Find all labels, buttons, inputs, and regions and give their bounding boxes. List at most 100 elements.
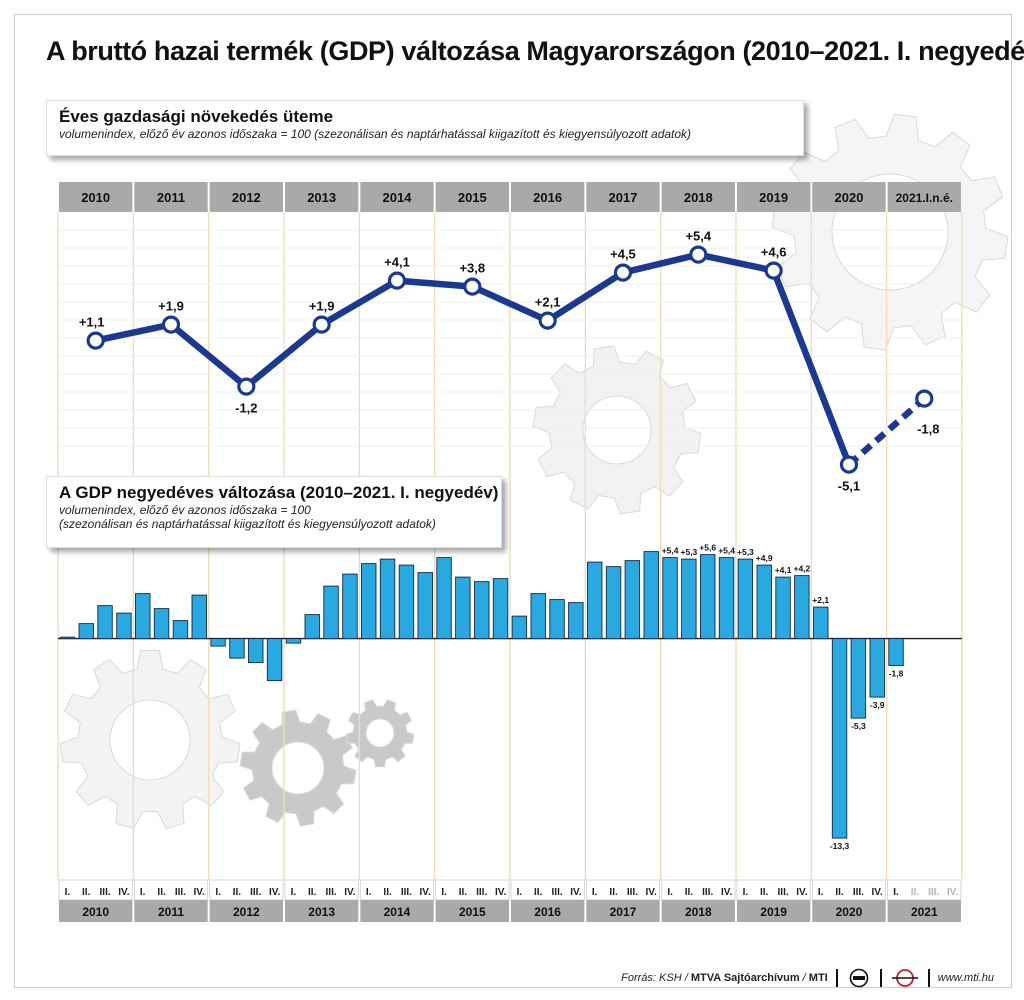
year-label: 2014 (384, 905, 411, 919)
year-label: 2019 (760, 905, 787, 919)
quarterly-title: A GDP negyedéves változása (2010–2021. I… (59, 483, 499, 502)
bar (266, 638, 283, 682)
quarter-label: III. (100, 887, 111, 898)
bar (831, 638, 848, 839)
separator (835, 969, 838, 987)
bar (474, 581, 490, 640)
grid (57, 212, 963, 880)
data-point (538, 311, 557, 330)
year-footer-cell (59, 900, 133, 922)
year-label: 2012 (233, 905, 260, 919)
bar (455, 576, 471, 640)
annual-growth-title: Éves gazdasági növekedés üteme (59, 107, 334, 126)
year-header-cell (284, 182, 359, 212)
quarter-label: IV. (796, 887, 808, 898)
bar-label: +4,9 (756, 553, 773, 563)
year-header-cell (134, 182, 208, 212)
bar-label: -3,9 (870, 700, 885, 710)
quarter-label: III. (175, 887, 186, 898)
year-footer-cell (284, 900, 359, 922)
data-label: +4,5 (610, 247, 636, 262)
year-header-cell (586, 182, 660, 212)
year-header-cell (360, 182, 434, 212)
bar (662, 557, 678, 640)
page-title: A bruttó hazai termék (GDP) változása Ma… (46, 36, 1024, 66)
quarter-label: III. (250, 887, 261, 898)
bar (756, 564, 772, 640)
bar (361, 563, 377, 640)
year-header-cell (661, 182, 735, 212)
bar-label: +4,2 (794, 564, 811, 574)
year-header-cell (209, 182, 283, 212)
quarter-label: III. (401, 887, 412, 898)
year-label: 2013 (308, 905, 335, 919)
bar (379, 558, 396, 640)
bar-label: +5,3 (737, 547, 754, 557)
year-footer-cell (887, 900, 961, 922)
year-footer-cell (661, 900, 735, 922)
quarterly-subtitle-2: (szezonálisan és naptárhatással kiigazít… (59, 517, 436, 531)
bar (643, 551, 659, 640)
bar (568, 602, 584, 640)
quarter-label: I. (893, 887, 899, 898)
year-label: 2021 (911, 905, 938, 919)
quarter-label: II. (760, 887, 769, 898)
quarter-label: IV. (420, 887, 432, 898)
year-label: 2013 (307, 190, 336, 205)
quarter-label: I. (667, 887, 673, 898)
year-label: 2015 (458, 190, 487, 205)
data-label: +5,4 (685, 229, 711, 244)
year-footer-cell (435, 900, 509, 922)
year-header-cell (435, 182, 509, 212)
year-label: 2016 (533, 190, 562, 205)
gear-icon (239, 709, 357, 827)
year-header-cell (510, 182, 585, 212)
data-point (839, 455, 859, 474)
quarter-label: I. (140, 887, 146, 898)
footer: Forrás: KSH / MTVA Sajtóarchívum / MTI w… (621, 968, 994, 988)
year-label: 2019 (759, 190, 788, 205)
year-label: 2010 (81, 190, 110, 205)
bar-label: +2,1 (812, 595, 829, 605)
data-point (915, 389, 934, 408)
bar (888, 638, 904, 667)
data-point (689, 245, 708, 264)
bar-label: +5,3 (681, 547, 698, 557)
year-label: 2021.I.n.é. (896, 191, 953, 205)
bar (587, 561, 603, 640)
quarter-label: III. (702, 887, 713, 898)
quarter-label: I. (215, 887, 221, 898)
year-label: 2017 (609, 190, 638, 205)
mti-logo-icon (849, 968, 869, 988)
bar (737, 558, 754, 640)
year-footer-cell (812, 900, 886, 922)
quarter-label: IV. (269, 887, 281, 898)
quarter-label: II. (609, 887, 618, 898)
quarter-label: II. (233, 887, 242, 898)
year-label: 2018 (684, 190, 713, 205)
bar (605, 566, 622, 640)
quarter-label: IV. (721, 887, 733, 898)
quarter-label: III. (778, 887, 789, 898)
separator (879, 969, 882, 987)
year-label: 2016 (534, 905, 561, 919)
data-label: +1,1 (79, 315, 105, 330)
quarter-label: III. (627, 887, 638, 898)
bar (135, 593, 151, 640)
year-label: 2014 (383, 190, 413, 205)
bar (285, 638, 302, 644)
annual-growth-line-chart: +1,1 +1,9 -1,2 +1,9 +4,1 +3,8 +2,1 +4,5 +5,4 +4,6… (79, 229, 940, 494)
bar (59, 636, 76, 640)
year-footer-cell (510, 900, 585, 922)
bar-label: +4,1 (775, 565, 792, 575)
data-label: +3,8 (459, 261, 485, 276)
quarter-label: I. (517, 887, 523, 898)
bar (549, 599, 565, 640)
quarter-label: II. (308, 887, 317, 898)
annual-growth-box: Éves gazdasági növekedés üteme volumenin… (46, 100, 804, 156)
quarter-label: II. (383, 887, 392, 898)
bar (304, 614, 320, 640)
gear-icon (532, 345, 702, 515)
year-footer-cell (134, 900, 208, 922)
